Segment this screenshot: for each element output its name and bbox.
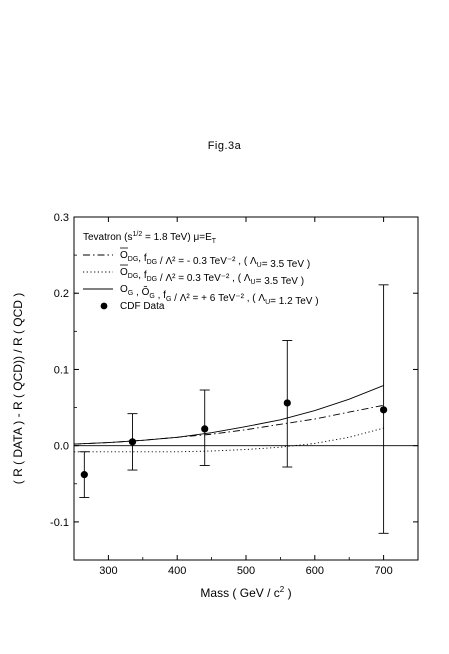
- legend: Tevatron (s1/2 = 1.8 TeV) μ=ET ODG, fDG /…: [83, 231, 319, 312]
- y-axis-label: ( R ( DATA ) - R ( QCD)) / R ( QCD ): [11, 293, 25, 485]
- y-tick-label: 0.1: [54, 364, 69, 376]
- cdf-data-points: [79, 284, 389, 534]
- y-tick-label: 0.0: [54, 441, 69, 453]
- x-tick-label: 700: [374, 565, 392, 577]
- axis-ticks: 300 400 500 600 700 -0.1 0.0 0.1 0.2 0.3: [50, 212, 418, 577]
- x-axis-label: Mass ( GeV / c2 ): [200, 585, 291, 600]
- x-tick-label: 300: [99, 565, 117, 577]
- series-dashdot-line: [73, 404, 384, 445]
- data-point: [128, 438, 137, 446]
- data-point: [283, 399, 291, 407]
- axis-labels: Mass ( GeV / c2 ) ( R ( DATA ) - R ( QCD)…: [11, 293, 292, 600]
- data-point: [380, 406, 388, 414]
- data-point: [201, 425, 209, 433]
- legend-header: Tevatron (s1/2 = 1.8 TeV) μ=ET: [83, 231, 217, 245]
- y-tick-label: -0.1: [50, 517, 69, 529]
- legend-entry: ODG, fDG / Λ² = 0.3 TeV⁻² , ( ΛU= 3.5 Te…: [120, 267, 304, 287]
- theory-curves: [73, 385, 384, 453]
- data-point: [80, 471, 88, 479]
- legend-entry: CDF Data: [120, 301, 165, 312]
- y-tick-label: 0.3: [54, 212, 69, 224]
- legend-entry: OG , ÕG , fG / Λ² = + 6 TeV⁻² , ( ΛU= 1.…: [120, 284, 319, 307]
- x-tick-label: 600: [306, 565, 324, 577]
- legend-marker: [100, 302, 108, 310]
- y-tick-label: 0.2: [54, 288, 69, 300]
- x-tick-label: 500: [237, 565, 255, 577]
- series-solid-line: [73, 385, 384, 445]
- legend-entry: ODG, fDG / Λ² = - 0.3 TeV⁻² , ( ΛU= 3.5 …: [120, 250, 310, 270]
- x-tick-label: 400: [168, 565, 186, 577]
- figure-label: Fig.3a: [207, 140, 242, 152]
